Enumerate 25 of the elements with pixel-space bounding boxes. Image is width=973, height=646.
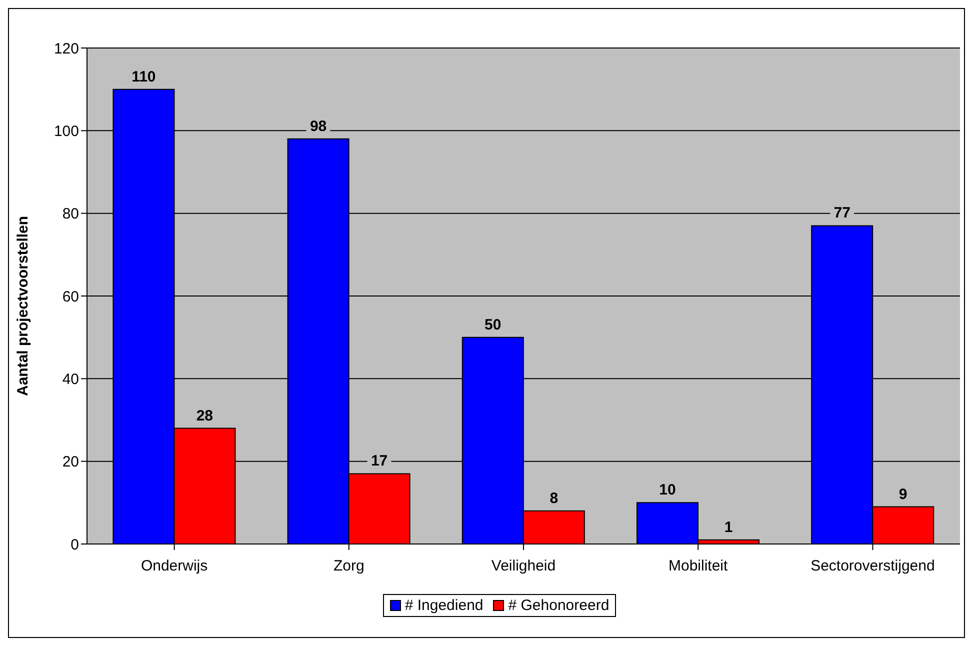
legend-label: # Ingediend xyxy=(404,597,484,614)
data-label: 9 xyxy=(898,486,908,503)
legend-label: # Gehonoreerd xyxy=(508,597,610,614)
y-tick-label: 40 xyxy=(62,370,79,388)
y-axis-title: Aantal projectvoorstellen xyxy=(14,216,32,396)
data-label: 10 xyxy=(659,482,676,499)
x-tick-label: Mobiliteit xyxy=(668,558,729,575)
x-tick-label: Onderwijs xyxy=(140,558,208,575)
data-label: 1 xyxy=(724,518,733,536)
data-label: 50 xyxy=(484,316,502,334)
y-tick-label: 80 xyxy=(62,206,79,223)
y-tick-label: 60 xyxy=(62,288,79,306)
data-label: 8 xyxy=(550,490,558,507)
y-tick-label: 100 xyxy=(54,122,79,140)
data-label: 28 xyxy=(196,407,214,424)
x-tick-label: Veiligheid xyxy=(491,558,556,575)
x-tick-label: Sectoroverstijgend xyxy=(810,558,935,575)
data-label: 17 xyxy=(370,452,388,470)
data-label: 110 xyxy=(132,68,156,86)
data-label: 77 xyxy=(834,204,850,222)
y-tick-label: 20 xyxy=(62,454,79,471)
x-tick-label: Zorg xyxy=(333,558,364,575)
data-label: 98 xyxy=(310,118,327,135)
y-tick-label: 0 xyxy=(70,536,79,554)
y-tick-label: 120 xyxy=(54,40,79,58)
